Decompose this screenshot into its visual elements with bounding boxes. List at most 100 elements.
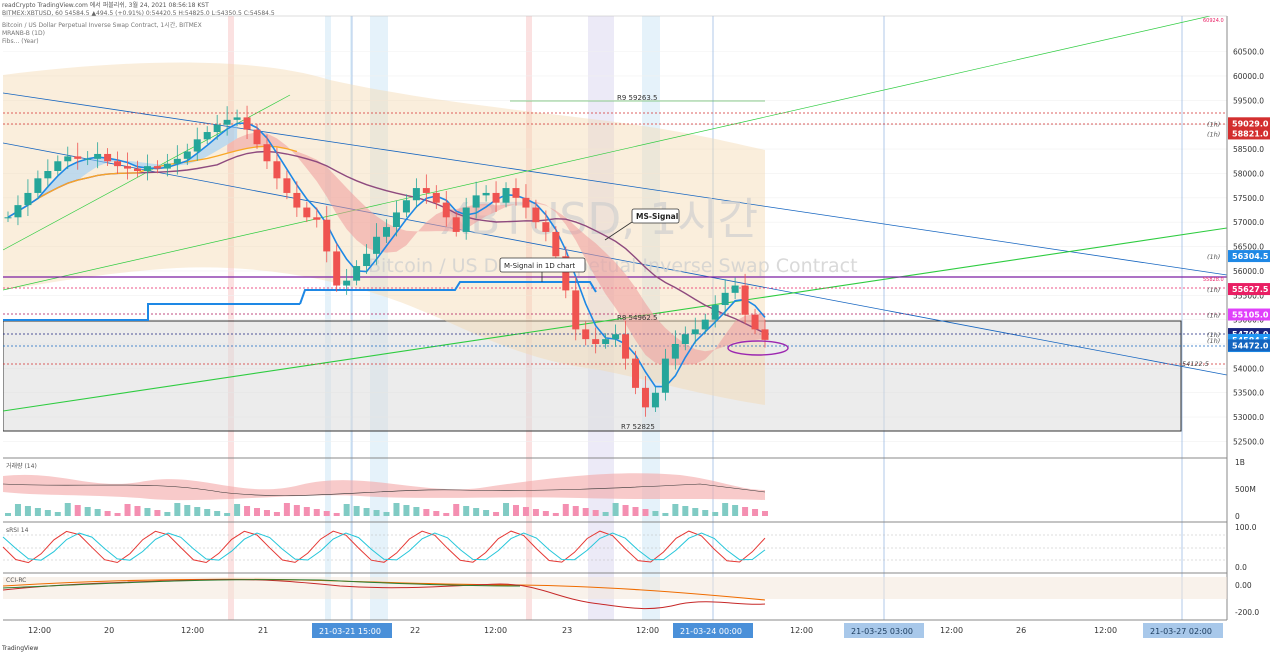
price-tick: 57000.0	[1233, 218, 1264, 227]
candle-body	[422, 188, 430, 193]
volume-bar	[383, 512, 390, 516]
candle-body	[283, 178, 291, 193]
time-tick: 21	[258, 626, 268, 635]
candle-body	[104, 153, 112, 162]
volume-bar	[74, 505, 81, 516]
candle-body	[74, 156, 82, 159]
volume-bar	[353, 506, 360, 516]
time-highlight-box	[844, 623, 924, 638]
m-signal-text: M-Signal in 1D chart	[504, 262, 575, 270]
r8-label: R8 54962.5	[617, 314, 658, 322]
candle-body	[681, 334, 689, 345]
volume-bar	[14, 504, 21, 516]
volume-bar	[702, 510, 709, 516]
ms-signal-text: MS-Signal	[636, 212, 678, 221]
time-highlight-bands	[228, 16, 660, 620]
candle-body	[632, 358, 640, 388]
candle-body	[432, 192, 440, 203]
candle-body	[402, 200, 410, 213]
candle-body	[721, 292, 729, 306]
candle-body	[363, 253, 371, 267]
volume-bar	[254, 508, 261, 516]
volume-bar	[234, 504, 241, 516]
volume-bar	[483, 510, 490, 516]
candle-body	[741, 285, 749, 315]
volume-bar	[532, 509, 539, 516]
volume-bar	[24, 506, 31, 516]
r7-label: R7 52825	[621, 423, 655, 431]
time-highlight-band	[325, 16, 331, 620]
volume-bar	[84, 507, 91, 516]
volume-bar	[174, 503, 181, 516]
volume-bar	[124, 504, 131, 516]
candle-body	[532, 207, 540, 223]
candle-body	[203, 132, 211, 140]
price-label-tag: (1h)	[1207, 337, 1220, 345]
candle-body	[522, 197, 530, 208]
time-tick: 12:00	[790, 626, 813, 635]
level-54122-label: 54122.5	[1182, 360, 1209, 368]
candle-body	[671, 344, 679, 359]
candle-body	[233, 117, 241, 120]
time-highlight-box	[673, 623, 753, 638]
volume-bar	[592, 510, 599, 516]
volume-bar	[403, 505, 410, 516]
volume-bar	[184, 505, 191, 516]
price-label: 55105.0	[1232, 311, 1269, 320]
green-trend-line	[3, 227, 1227, 412]
price-label-tag: (1h)	[1207, 130, 1220, 138]
price-label-box	[1228, 117, 1270, 130]
volume-bar	[194, 507, 201, 516]
volume-bar	[652, 511, 659, 516]
candle-body	[243, 117, 251, 130]
candlesticks	[4, 105, 769, 417]
volume-bar	[503, 503, 510, 516]
price-tick: 58000.0	[1233, 169, 1264, 178]
price-tick: 54000.0	[1233, 364, 1264, 373]
price-tick: 56500.0	[1233, 243, 1264, 252]
volume-bar	[54, 512, 61, 516]
candle-body	[392, 212, 400, 228]
volume-bar	[244, 506, 251, 516]
volume-bar	[64, 503, 71, 516]
price-label-tag: (1h)	[1207, 120, 1220, 128]
range-box	[3, 320, 1182, 432]
candle-body	[612, 334, 620, 340]
time-tick: 12:00	[28, 626, 51, 635]
volume-bar	[323, 511, 330, 516]
time-highlight-band	[370, 16, 388, 620]
price-label-box	[1228, 127, 1270, 140]
price-tick: 58500.0	[1233, 145, 1264, 154]
candle-body	[24, 192, 32, 206]
candle-body	[562, 256, 570, 291]
price-label-box	[1228, 250, 1270, 263]
price-label: 55627.5	[1232, 285, 1269, 294]
price-label: 54472.0	[1232, 341, 1269, 350]
cci-tick: -200.0	[1235, 608, 1259, 617]
volume-bar	[214, 511, 221, 516]
volume-ribbon	[3, 473, 765, 501]
candle-body	[143, 166, 151, 172]
volume-bar	[493, 512, 500, 516]
time-tick: 12:00	[181, 626, 204, 635]
price-tick: 55500.0	[1233, 291, 1264, 300]
candle-body	[153, 166, 161, 169]
volume-bar	[722, 503, 729, 516]
candle-body	[34, 178, 42, 193]
volume-bar	[433, 511, 440, 516]
candle-body	[343, 280, 351, 286]
volume-bar	[164, 512, 171, 516]
volume-bar	[343, 504, 350, 516]
candle-body	[651, 392, 659, 408]
stoch-k-line	[2, 530, 766, 564]
volume-bar	[612, 503, 619, 516]
candle-body	[183, 151, 191, 159]
volume-bar	[682, 506, 689, 516]
ms-signal-pointer	[604, 221, 633, 241]
ms-signal-callout	[631, 208, 680, 224]
cci-signal-line	[2, 578, 766, 601]
volume-bar	[542, 511, 549, 516]
price-label-tag: (1h)	[1207, 253, 1220, 261]
candle-body	[462, 207, 470, 232]
